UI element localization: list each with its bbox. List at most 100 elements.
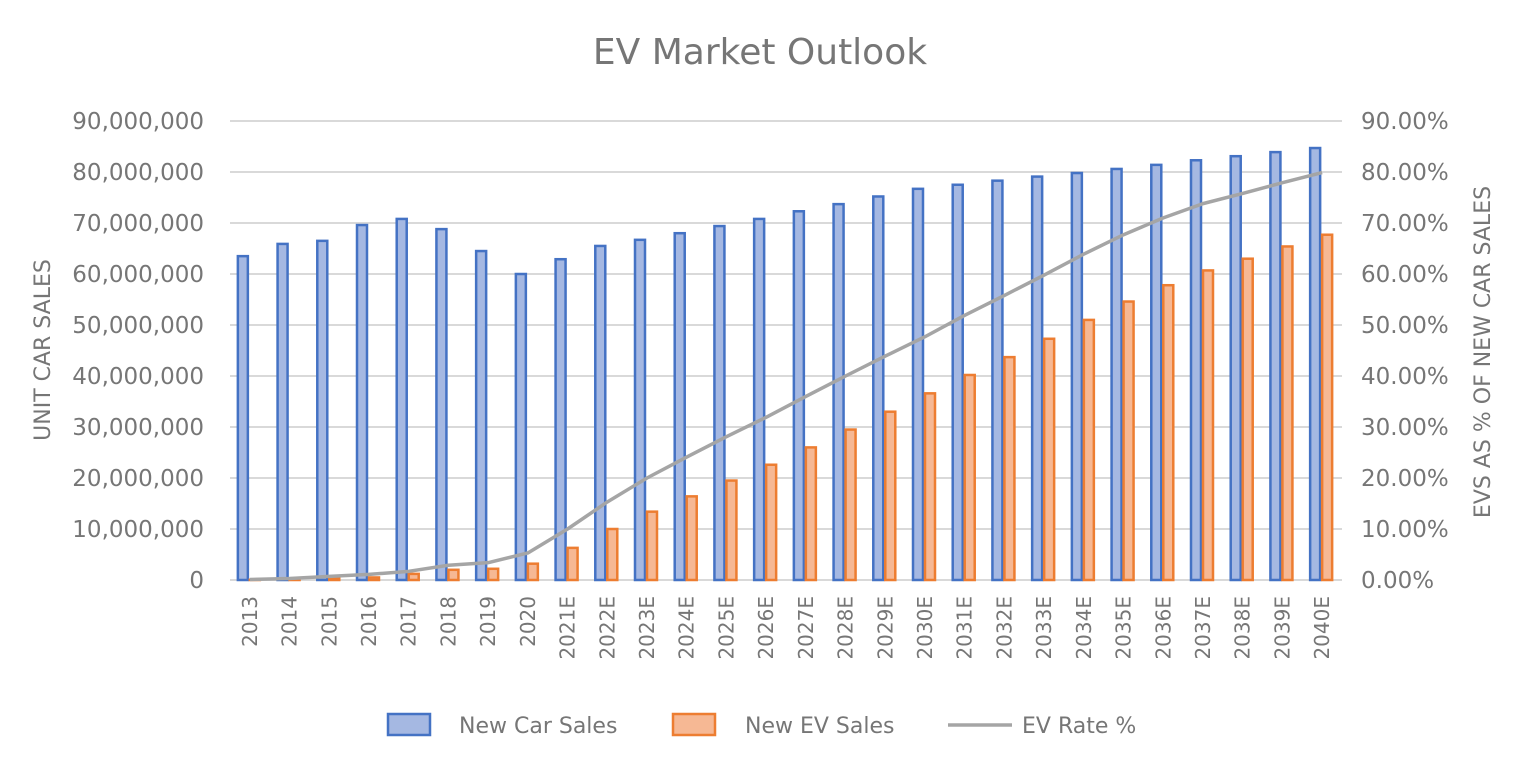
x-tick-label: 2033E — [1032, 596, 1056, 660]
x-tick-label: 2036E — [1151, 596, 1175, 660]
y2-tick-label: 40.00% — [1361, 364, 1449, 390]
bar-new-car-sales — [911, 187, 925, 582]
bar-new-ev-sales — [367, 576, 381, 582]
legend-item-new-car-sales: New Car Sales — [386, 712, 617, 739]
x-tick-label: 2017 — [397, 596, 421, 647]
bar-new-ev-sales — [1003, 355, 1016, 582]
bar-new-car-sales — [1229, 154, 1242, 582]
y-tick-label: 20,000,000 — [72, 466, 204, 492]
x-tick-label: 2015 — [317, 596, 341, 647]
bar-new-ev-sales — [804, 446, 818, 582]
y2-tick-label: 60.00% — [1361, 262, 1449, 288]
bar-new-car-sales — [832, 202, 845, 582]
bar-new-ev-sales — [844, 428, 857, 582]
bar-new-car-sales — [395, 217, 408, 582]
bar-new-ev-sales — [1162, 283, 1175, 582]
bar-new-car-sales — [1030, 175, 1044, 582]
bar-new-car-sales — [713, 224, 726, 582]
x-tick-label: 2019 — [476, 596, 500, 647]
x-tick-label: 2034E — [1072, 596, 1096, 660]
bar-new-ev-sales — [1082, 318, 1096, 582]
bar-new-car-sales — [1269, 150, 1282, 582]
bar-new-ev-sales — [1241, 257, 1254, 582]
x-tick-label: 2037E — [1191, 596, 1215, 660]
bar-new-car-sales — [752, 217, 766, 582]
y2-tick-label: 80.00% — [1361, 160, 1449, 186]
bar-new-ev-sales — [447, 568, 460, 582]
bar-new-ev-sales — [764, 463, 778, 582]
bar-new-ev-sales — [1122, 300, 1135, 582]
x-tick-label: 2035E — [1112, 596, 1136, 660]
x-tick-label: 2014 — [278, 596, 302, 647]
bar-new-ev-sales — [1042, 337, 1056, 582]
bar-new-car-sales — [514, 272, 528, 582]
x-tick-label: 2024E — [675, 596, 699, 660]
y2-tick-label: 20.00% — [1361, 466, 1449, 492]
y2-tick-label: 50.00% — [1361, 313, 1449, 339]
ev-rate-line — [249, 170, 1323, 582]
bar-new-ev-sales — [526, 562, 540, 582]
y-tick-label: 60,000,000 — [72, 262, 204, 288]
bar-new-ev-sales — [1281, 245, 1294, 582]
bar-new-car-sales — [1189, 159, 1203, 582]
x-tick-label: 2018 — [436, 596, 460, 647]
bar-new-ev-sales — [328, 577, 341, 582]
x-tick-label: 2030E — [913, 596, 937, 660]
bar-new-car-sales — [355, 223, 369, 582]
x-tick-label: 2028E — [834, 596, 858, 660]
x-axis-ticks: 2013 2014 2015 2016 2017 2018 2019 2020 2021E 202… — [238, 596, 1334, 660]
bar-new-ev-sales — [685, 495, 698, 582]
y-axis-ticks: 0 10,000,000 20,000,000 30,000,000 40,000,00… — [72, 109, 204, 594]
bar-new-ev-sales — [645, 510, 659, 582]
legend-swatch-new-ev-sales — [671, 712, 717, 737]
x-tick-label: 2031E — [953, 596, 977, 660]
bar-new-car-sales — [951, 183, 964, 582]
y-tick-label: 30,000,000 — [72, 415, 204, 441]
bar-new-car-sales — [435, 227, 448, 582]
legend: New Car Sales New EV Sales EV Rate % — [386, 712, 1136, 739]
bar-new-ev-sales — [407, 572, 420, 582]
bar-new-car-sales — [1308, 146, 1322, 582]
y2-tick-label: 90.00% — [1361, 109, 1449, 135]
bar-new-car-sales — [633, 238, 647, 582]
bar-new-ev-sales — [606, 527, 619, 582]
x-tick-label: 2013 — [238, 596, 262, 647]
y2-tick-label: 10.00% — [1361, 517, 1449, 543]
bar-new-car-sales — [554, 257, 567, 582]
x-tick-label: 2016 — [357, 596, 381, 647]
bar-new-ev-sales — [963, 373, 976, 582]
x-tick-label: 2029E — [873, 596, 897, 660]
bar-new-ev-sales — [923, 392, 937, 582]
x-tick-label: 2027E — [794, 596, 818, 660]
x-tick-label: 2038E — [1231, 596, 1255, 660]
legend-item-ev-rate: EV Rate % — [948, 714, 1136, 739]
bar-new-car-sales — [1110, 167, 1123, 582]
bar-new-ev-sales — [1201, 269, 1215, 582]
bar-new-car-sales — [474, 249, 488, 582]
y2-tick-label: 70.00% — [1361, 211, 1449, 237]
x-tick-label: 2032E — [992, 596, 1016, 660]
bar-new-car-sales — [991, 179, 1004, 582]
bar-new-car-sales — [792, 210, 806, 582]
bar-new-car-sales — [594, 244, 607, 582]
bar-new-car-sales — [316, 239, 329, 582]
x-tick-label: 2040E — [1310, 596, 1334, 660]
y2-tick-label: 0.00% — [1361, 568, 1434, 594]
bar-new-ev-sales — [1320, 233, 1334, 582]
y2-axis-ticks: 0.00% 10.00% 20.00% 30.00% 40.00% 50.00% 60.00… — [1361, 109, 1449, 594]
bar-new-ev-sales — [884, 410, 897, 582]
bars — [236, 146, 1334, 582]
y2-tick-label: 30.00% — [1361, 415, 1449, 441]
bar-new-car-sales — [1070, 171, 1084, 582]
x-tick-label: 2023E — [635, 596, 659, 660]
y-axis-title: UNIT CAR SALES — [31, 259, 56, 441]
x-tick-label: 2026E — [754, 596, 778, 660]
y-tick-label: 0 — [189, 568, 204, 594]
line-ev-rate — [249, 170, 1323, 582]
y-tick-label: 70,000,000 — [72, 211, 204, 237]
y-tick-label: 80,000,000 — [72, 160, 204, 186]
chart-title: EV Market Outlook — [593, 32, 927, 73]
bar-new-ev-sales — [486, 567, 500, 582]
y-tick-label: 10,000,000 — [72, 517, 204, 543]
